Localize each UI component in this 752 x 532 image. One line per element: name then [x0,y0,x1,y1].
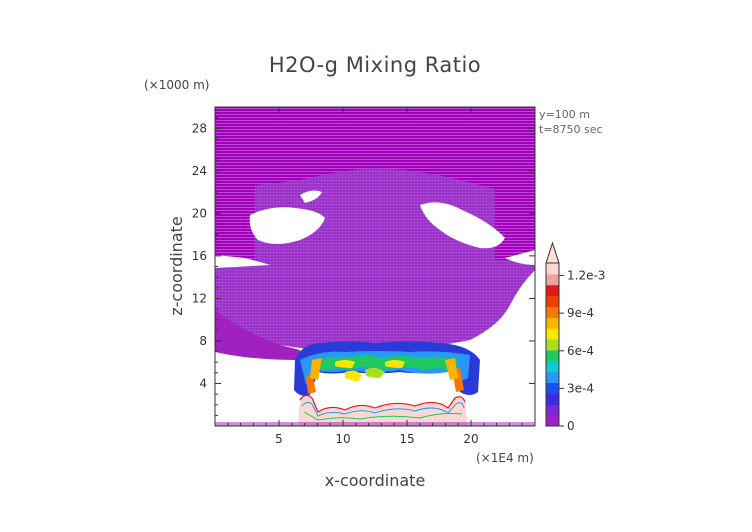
colorbar-swatch [546,263,559,275]
dry-patch-right [420,202,505,249]
colorbar-tick-label: 9e-4 [567,306,594,320]
annotation-time: t=8750 sec [539,123,603,136]
chart-title: H2O-g Mixing Ratio [269,53,481,77]
x-axis-label: x-coordinate [325,471,426,490]
colorbar-extend-arrow [545,241,560,264]
colorbar-swatch [546,382,559,394]
x-tick-label: 20 [463,432,478,446]
colorbar-swatch [546,295,559,307]
colorbar-swatch [546,393,559,405]
colorbar-swatch [546,328,559,340]
annotation-y: y=100 m [539,108,590,121]
colorbar-swatch [546,273,559,286]
x-axis-units: (×1E4 m) [476,451,534,465]
colorbar-swatch [546,349,559,362]
colorbar-tick-label: 1.2e-3 [567,269,605,283]
colorbar-swatch [546,415,559,427]
colorbar-tick-label: 0 [567,419,575,433]
colorbar: 0 3e-4 6e-4 9e-4 1.2e-3 [545,241,605,433]
colorbar-swatch [546,404,559,416]
y-tick-label: 28 [192,121,207,135]
x-tick-label: 10 [335,432,350,446]
colorbar-swatch [546,284,559,297]
dome-region [215,168,535,352]
surface-layer [215,394,535,426]
y-tick-label: 24 [192,164,207,178]
colorbar-swatch [546,317,559,329]
colorbar-tick-label: 6e-4 [567,344,594,358]
y-axis: 4 8 12 16 20 24 28 [192,117,535,416]
y-tick-label: 20 [192,206,207,220]
y-axis-units: (×1000 m) [144,78,209,92]
x-tick-label: 5 [275,432,283,446]
y-tick-label: 12 [192,291,207,305]
storm-core [294,341,480,396]
colorbar-tick-label: 3e-4 [567,381,594,395]
y-axis-label: z-coordinate [167,216,186,316]
colorbar-swatch [546,371,559,384]
colorbar-swatch [546,306,559,318]
y-tick-label: 16 [192,249,207,263]
x-tick-label: 15 [399,432,414,446]
dry-patch-left [249,207,325,244]
heatmap-field [215,107,535,426]
colorbar-swatch [546,360,559,373]
x-axis: 5 10 15 20 [227,107,523,446]
y-tick-label: 8 [199,334,207,348]
colorbar-swatch [546,339,559,351]
y-tick-label: 4 [199,376,207,390]
